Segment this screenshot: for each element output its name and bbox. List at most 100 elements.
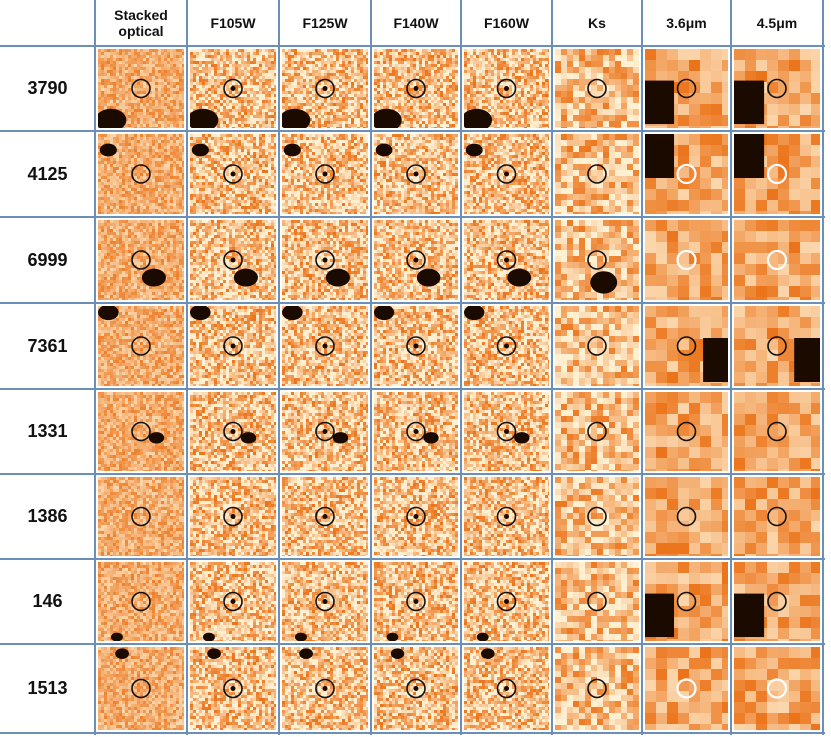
image-cutout [374, 647, 458, 730]
cutout-image [190, 306, 276, 386]
cutout-image [282, 562, 368, 641]
image-cutout [98, 134, 184, 214]
grid-line [0, 558, 825, 560]
cutout-image [734, 306, 820, 386]
image-cutout [464, 392, 549, 471]
image-cutout [555, 477, 639, 556]
image-cutout [464, 134, 549, 214]
column-header-text: F140W [393, 15, 438, 31]
aperture-marker [406, 591, 426, 612]
cutout-image [645, 134, 728, 214]
cutout-image [98, 49, 184, 128]
column-header: F160W [461, 2, 552, 44]
cutout-image [555, 392, 639, 471]
aperture-marker [131, 506, 151, 527]
image-cutout [190, 392, 276, 471]
aperture-marker [766, 249, 788, 271]
cutout-image [464, 562, 549, 641]
aperture-marker [767, 506, 787, 527]
aperture-marker [223, 421, 243, 442]
cutout-image [464, 134, 549, 214]
cutout-image [464, 392, 549, 471]
image-cutout [374, 562, 458, 641]
image-cutout [645, 306, 728, 386]
cutout-image [282, 392, 368, 471]
cutout-image [734, 49, 820, 128]
row-label: 1513 [2, 644, 93, 733]
row-label: 1386 [2, 474, 93, 559]
grid-line [0, 302, 825, 304]
image-cutout [374, 134, 458, 214]
image-cutout [374, 306, 458, 386]
image-cutout [190, 477, 276, 556]
grid-line [822, 0, 824, 735]
cutout-image [555, 306, 639, 386]
cutout-image [190, 562, 276, 641]
image-cutout [190, 49, 276, 128]
image-cutout [98, 562, 184, 641]
image-cutout [190, 562, 276, 641]
aperture-marker [223, 164, 243, 184]
cutout-image [734, 220, 820, 300]
aperture-marker [406, 678, 426, 699]
aperture-marker [223, 78, 243, 99]
cutout-image [645, 306, 728, 386]
cutout-image [190, 392, 276, 471]
image-cutout [734, 562, 820, 641]
aperture-marker [131, 164, 151, 184]
column-header-text: F160W [484, 15, 529, 31]
aperture-marker [496, 591, 517, 612]
cutout-image [734, 647, 820, 730]
aperture-marker [223, 336, 243, 356]
cutout-image [374, 306, 458, 386]
cutout-image [645, 562, 728, 641]
grid-line [0, 732, 825, 734]
aperture-marker [676, 249, 697, 271]
cutout-image [464, 647, 549, 730]
image-cutout [282, 49, 368, 128]
column-header: F140W [371, 2, 461, 44]
aperture-marker [315, 506, 335, 527]
cutout-image [645, 220, 728, 300]
row-label: 4125 [2, 131, 93, 217]
aperture-marker [315, 421, 335, 442]
aperture-marker [766, 678, 788, 699]
row-label: 146 [2, 559, 93, 644]
column-header-text: 3.6μm [666, 15, 706, 31]
aperture-marker [767, 78, 787, 99]
column-header: F125W [279, 2, 371, 44]
image-cutout [464, 562, 549, 641]
aperture-marker [676, 591, 697, 612]
image-cutout [282, 306, 368, 386]
aperture-marker [676, 163, 697, 185]
grid-line [186, 0, 188, 735]
cutout-image [98, 647, 184, 730]
column-header-text: Ks [588, 15, 606, 31]
grid-line [0, 473, 825, 475]
cutout-image [374, 220, 458, 300]
cutout-image [98, 220, 184, 300]
cutout-image [645, 647, 728, 730]
aperture-marker [767, 421, 787, 442]
aperture-marker [767, 591, 787, 612]
image-cutout [282, 477, 368, 556]
cutout-image [555, 647, 639, 730]
aperture-marker [676, 421, 697, 442]
aperture-marker [496, 336, 517, 356]
aperture-marker [406, 506, 426, 527]
cutout-image [734, 562, 820, 641]
column-header: Stacked optical [95, 2, 187, 44]
cutout-image [190, 647, 276, 730]
image-cutout [555, 220, 639, 300]
column-header-text: optical [114, 23, 168, 39]
grid-line [370, 0, 372, 735]
aperture-marker [496, 250, 517, 270]
image-cutout [645, 562, 728, 641]
cutout-image [98, 392, 184, 471]
aperture-marker [315, 678, 335, 699]
image-cutout [98, 220, 184, 300]
image-cutout [282, 647, 368, 730]
aperture-marker [315, 78, 335, 99]
image-cutout [374, 220, 458, 300]
image-cutout [734, 306, 820, 386]
